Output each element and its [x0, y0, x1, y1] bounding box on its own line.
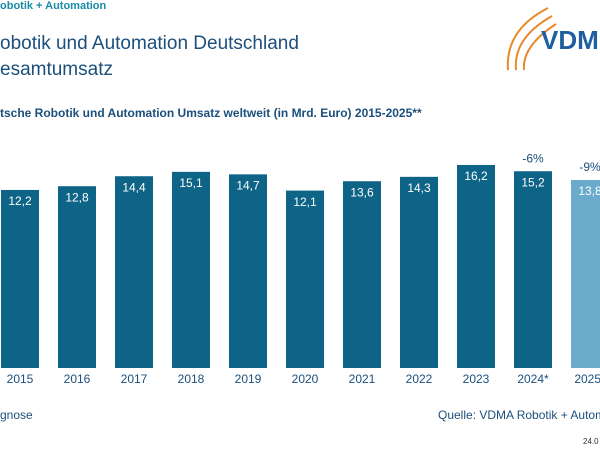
logo-text: VDM — [541, 25, 599, 55]
annotation: -9% — [579, 160, 600, 174]
bar — [1, 189, 39, 368]
bar — [58, 186, 96, 368]
x-tick-label: 2022 — [406, 372, 433, 386]
value-label: 16,2 — [464, 169, 488, 183]
bar — [400, 176, 438, 368]
bar — [514, 171, 552, 368]
x-tick-label: 2019 — [235, 372, 262, 386]
value-label: 13,6 — [350, 185, 374, 199]
logo-arc — [522, 23, 557, 71]
x-tick-label: 2017 — [121, 372, 148, 386]
source: Quelle: VDMA Robotik + Automa — [438, 408, 600, 422]
footnote: gnose — [0, 408, 33, 422]
bar — [172, 171, 210, 368]
value-label: 12,8 — [65, 190, 89, 204]
value-label: 15,2 — [521, 175, 545, 189]
chart-subtitle: tsche Robotik und Automation Umsatz welt… — [0, 106, 422, 120]
logo-arc — [506, 7, 549, 71]
x-tick-label: 2015 — [7, 372, 34, 386]
bar — [286, 190, 324, 368]
x-tick-label: 2025* — [574, 372, 600, 386]
x-tick-label: 2021 — [349, 372, 376, 386]
value-label: 12,2 — [8, 194, 32, 208]
chart-title: obotik und Automation Deutschland — [0, 33, 299, 54]
chart-title: esamtumsatz — [0, 59, 113, 80]
value-label: 14,4 — [122, 180, 146, 194]
bar — [571, 179, 600, 368]
bar — [229, 174, 267, 368]
bar — [457, 164, 495, 368]
date: 24.0 — [583, 437, 599, 446]
x-tick-label: 2023 — [463, 372, 490, 386]
logo-arc — [514, 15, 553, 71]
kicker: obotik + Automation — [0, 0, 107, 12]
value-label: 12,1 — [293, 195, 317, 209]
value-label: 13,8 — [578, 184, 600, 198]
bar — [343, 181, 381, 368]
value-label: 15,1 — [179, 176, 203, 190]
value-label: 14,3 — [407, 181, 431, 195]
x-tick-label: 2020 — [292, 372, 319, 386]
bar — [115, 176, 153, 368]
x-tick-label: 2024* — [517, 372, 549, 386]
value-label: 14,7 — [236, 179, 260, 193]
logo: VDM — [506, 7, 599, 71]
x-tick-label: 2018 — [178, 372, 205, 386]
annotation: -6% — [522, 151, 544, 165]
x-tick-label: 2016 — [64, 372, 91, 386]
